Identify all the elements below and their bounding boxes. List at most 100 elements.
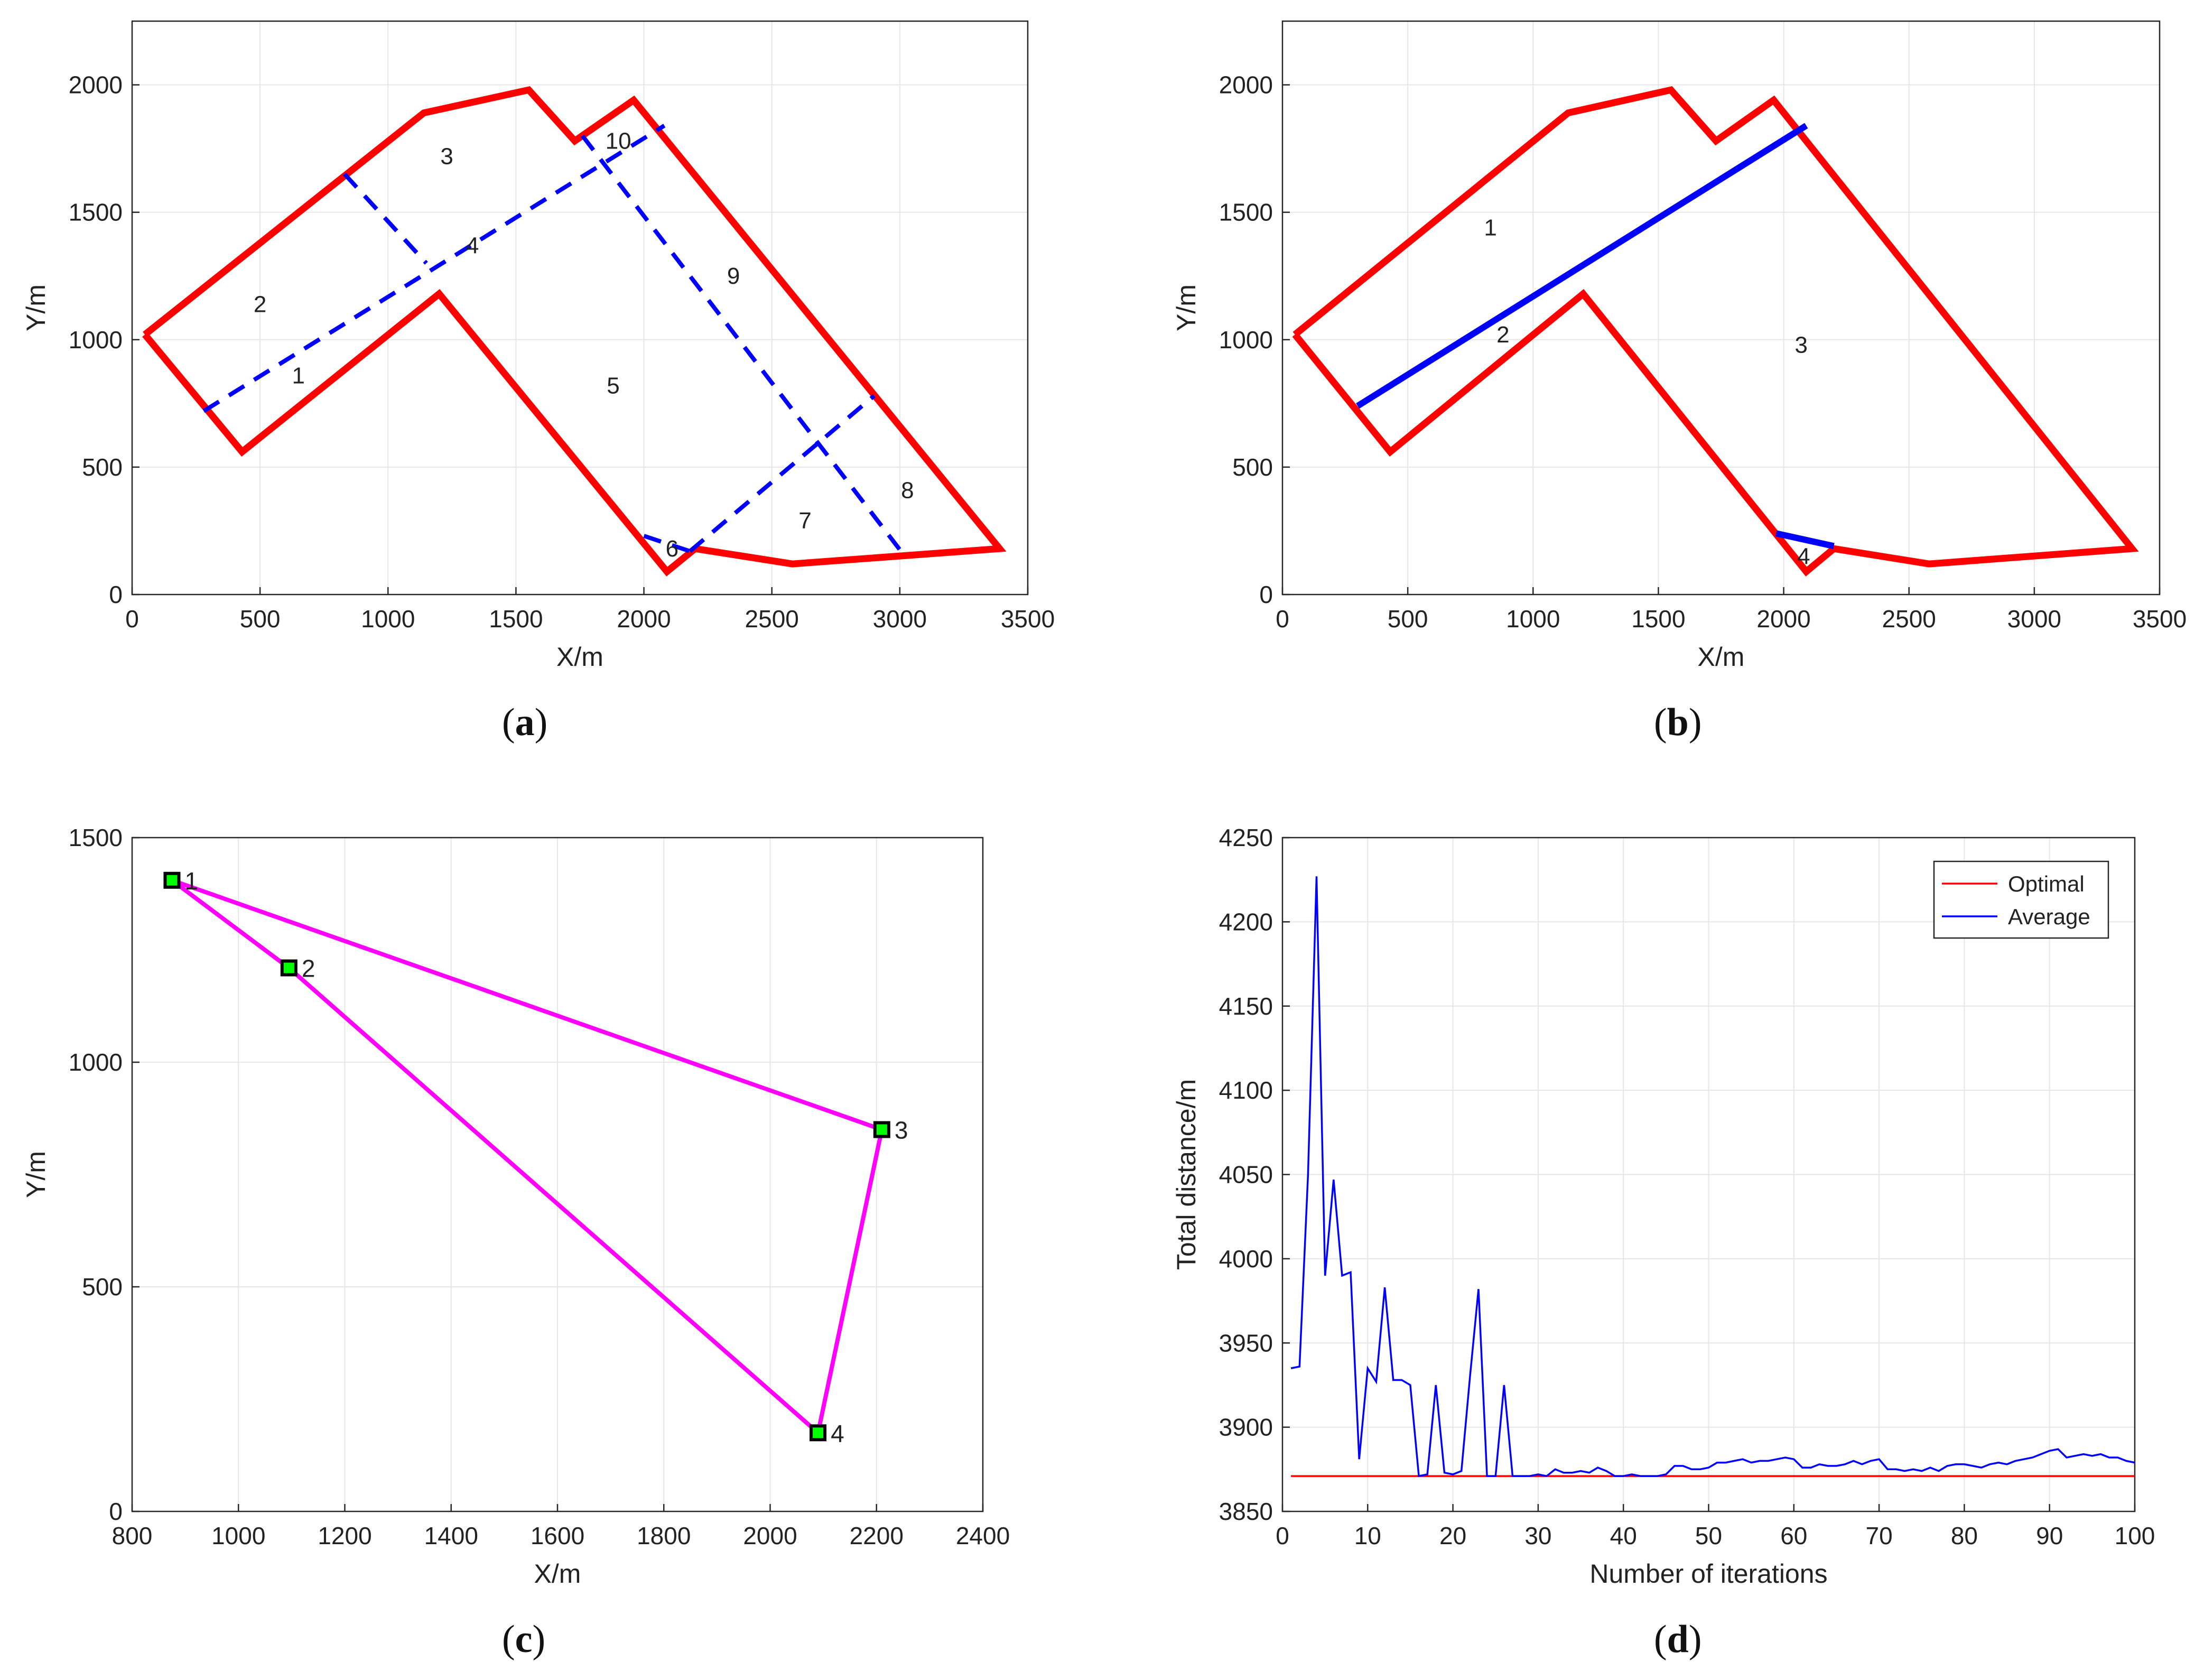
- caption-c: (c): [502, 1618, 546, 1661]
- x-tick-label: 800: [112, 1522, 153, 1549]
- y-tick-label: 1000: [69, 326, 123, 354]
- x-tick-label: 1200: [318, 1522, 371, 1549]
- x-axis-label: X/m: [556, 642, 603, 672]
- x-tick-label: 1800: [637, 1522, 691, 1549]
- y-axis-label: Y/m: [21, 1151, 51, 1198]
- x-tick-label: 1000: [211, 1522, 265, 1549]
- y-tick-label: 1000: [1219, 326, 1273, 354]
- x-tick-label: 0: [1276, 605, 1289, 633]
- y-tick-label: 4150: [1219, 992, 1273, 1020]
- x-tick-label: 50: [1695, 1522, 1722, 1549]
- x-tick-label: 3500: [1001, 605, 1055, 633]
- x-tick-label: 20: [1439, 1522, 1466, 1549]
- route-node: [873, 1121, 890, 1138]
- y-tick-label: 1000: [69, 1048, 123, 1076]
- x-tick-label: 70: [1866, 1522, 1893, 1549]
- y-tick-label: 3850: [1219, 1498, 1273, 1525]
- y-tick-label: 4250: [1219, 824, 1273, 851]
- y-axis-label: Y/m: [21, 284, 51, 331]
- plot-background: [132, 21, 1028, 595]
- node-label: 2: [302, 955, 315, 982]
- x-axis-label: Number of iterations: [1589, 1559, 1827, 1589]
- x-tick-label: 2000: [617, 605, 671, 633]
- partition-line: [1775, 530, 1835, 550]
- y-tick-label: 4200: [1219, 908, 1273, 935]
- x-tick-label: 3000: [873, 605, 927, 633]
- y-tick-label: 500: [82, 1273, 123, 1301]
- x-tick-label: 2200: [850, 1522, 904, 1549]
- x-tick-label: 3500: [2133, 605, 2187, 633]
- legend-entry: Average: [2008, 904, 2090, 929]
- x-tick-label: 100: [2115, 1522, 2155, 1549]
- x-tick-label: 2000: [743, 1522, 797, 1549]
- x-tick-label: 40: [1610, 1522, 1637, 1549]
- region-label: 4: [466, 233, 479, 258]
- y-axis-label: Y/m: [1171, 284, 1201, 331]
- x-tick-label: 10: [1354, 1522, 1381, 1549]
- plot-frame: [131, 837, 984, 1512]
- x-tick-label: 2000: [1756, 605, 1810, 633]
- y-tick-label: 4000: [1219, 1245, 1273, 1273]
- x-axis-label: X/m: [1698, 642, 1745, 672]
- plot-frame: [1281, 20, 2161, 596]
- field-boundary: [1292, 86, 2139, 577]
- y-tick-label: 2000: [69, 71, 123, 99]
- legend-box: [1933, 860, 2109, 939]
- plot-background: [1282, 21, 2160, 595]
- region-label: 7: [798, 508, 811, 534]
- x-tick-label: 2500: [745, 605, 799, 633]
- x-tick-label: 90: [2036, 1522, 2063, 1549]
- x-tick-label: 1000: [361, 605, 415, 633]
- partition-dashed-line: [689, 394, 876, 553]
- node-label: 1: [184, 867, 198, 895]
- caption-b: (b): [1654, 701, 1702, 744]
- y-tick-label: 4050: [1219, 1161, 1273, 1189]
- region-label: 8: [901, 477, 914, 503]
- chart-a: 0 500 1000 1500 2000 2500 3000 3500 0 500 1000 1500…: [21, 20, 1055, 672]
- legend-entry: Optimal: [2008, 871, 2085, 896]
- x-tick-label: 0: [125, 605, 139, 633]
- x-tick-label: 1000: [1506, 605, 1560, 633]
- route-node: [280, 959, 297, 977]
- node-label: 3: [895, 1117, 908, 1144]
- x-tick-label: 3000: [2007, 605, 2061, 633]
- x-tick-label: 1500: [489, 605, 543, 633]
- y-tick-label: 3900: [1219, 1414, 1273, 1441]
- x-tick-label: 0: [1276, 1522, 1289, 1549]
- region-label: 3: [1795, 332, 1808, 358]
- y-tick-label: 0: [1259, 581, 1273, 608]
- region-label: 6: [666, 536, 678, 562]
- chart-b: 0 500 1000 1500 2000 2500 3000 3500 0 500 1000 1500…: [1171, 20, 2187, 672]
- region-label: 1: [292, 363, 305, 388]
- x-tick-label: 1500: [1631, 605, 1685, 633]
- region-label: 9: [727, 263, 740, 289]
- x-tick-label: 60: [1780, 1522, 1807, 1549]
- x-tick-label: 80: [1951, 1522, 1978, 1549]
- x-tick-label: 30: [1524, 1522, 1551, 1549]
- region-label: 1: [1484, 215, 1496, 241]
- series-average: [1290, 876, 2135, 1478]
- partition-dashed-line: [343, 172, 428, 265]
- y-tick-label: 4100: [1219, 1076, 1273, 1104]
- plot-frame: [131, 20, 1029, 596]
- region-label: 2: [1496, 322, 1509, 348]
- y-tick-label: 0: [109, 1498, 123, 1525]
- region-label: 2: [254, 291, 266, 317]
- y-tick-label: 1500: [69, 824, 123, 851]
- partition-line: [1356, 123, 1808, 409]
- plot-frame: [1281, 837, 2136, 1512]
- partition-dashed-line: [202, 124, 666, 413]
- region-label: 3: [440, 144, 453, 170]
- y-tick-label: 3950: [1219, 1329, 1273, 1357]
- chart-c: 800 1000 1200 1400 1600 1800 2000 2200 2400 0 500 1…: [21, 824, 1010, 1589]
- field-boundary: [142, 86, 1007, 577]
- x-tick-label: 1400: [424, 1522, 478, 1549]
- caption-d: (d): [1654, 1618, 1702, 1661]
- caption-a: (a): [502, 701, 548, 744]
- y-tick-label: 1500: [1219, 199, 1273, 226]
- x-axis-label: X/m: [534, 1559, 581, 1589]
- y-axis-label: Total distance/m: [1171, 1079, 1201, 1270]
- x-tick-label: 500: [1388, 605, 1428, 633]
- region-label: 4: [1797, 544, 1810, 570]
